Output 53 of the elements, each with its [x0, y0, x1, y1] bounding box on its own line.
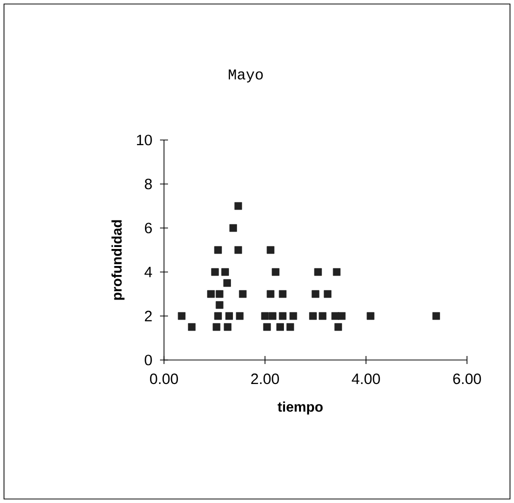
- point: [234, 246, 242, 254]
- point: [214, 312, 222, 320]
- point: [207, 290, 215, 298]
- point: [286, 323, 294, 331]
- point: [214, 246, 222, 254]
- point: [234, 202, 242, 210]
- point: [216, 301, 224, 309]
- y-tick-label: 6: [144, 222, 152, 234]
- point: [334, 323, 342, 331]
- x-axis-title: tiempo: [278, 402, 323, 415]
- point: [278, 312, 286, 320]
- point: [332, 268, 341, 276]
- point: [263, 323, 271, 331]
- point: [223, 279, 231, 287]
- point: [212, 323, 220, 331]
- point: [312, 290, 320, 298]
- point: [276, 323, 284, 331]
- point: [178, 312, 186, 320]
- point: [324, 290, 332, 298]
- point: [261, 312, 269, 320]
- point: [289, 312, 298, 320]
- x-tick-label: 4.00: [352, 374, 380, 384]
- point: [238, 290, 247, 298]
- point: [216, 290, 224, 298]
- y-tick-label: 8: [144, 178, 152, 190]
- point: [229, 224, 237, 232]
- x-tick-label: 6.00: [453, 374, 481, 384]
- point: [272, 268, 280, 276]
- point: [278, 290, 286, 298]
- y-axis-title: profundidad: [111, 220, 124, 300]
- point: [432, 312, 440, 320]
- y-tick-label: 4: [144, 266, 152, 278]
- point: [266, 246, 274, 254]
- point: [224, 323, 232, 331]
- point: [236, 312, 244, 320]
- x-tick-label: 2.00: [251, 374, 279, 384]
- point: [221, 268, 229, 276]
- y-tick-label: 0: [144, 354, 152, 366]
- point: [211, 268, 219, 276]
- point: [268, 312, 276, 320]
- x-tick-label: 0.00: [150, 374, 178, 384]
- point: [188, 323, 196, 331]
- point: [366, 312, 374, 320]
- point: [266, 290, 274, 298]
- chart-title: Mayo: [228, 70, 263, 82]
- point: [338, 312, 346, 320]
- y-tick-label: 10: [137, 134, 152, 146]
- point: [318, 312, 326, 320]
- y-tick-label: 2: [144, 310, 152, 322]
- point: [314, 268, 322, 276]
- point: [225, 312, 233, 320]
- point: [331, 312, 339, 320]
- point: [309, 312, 317, 320]
